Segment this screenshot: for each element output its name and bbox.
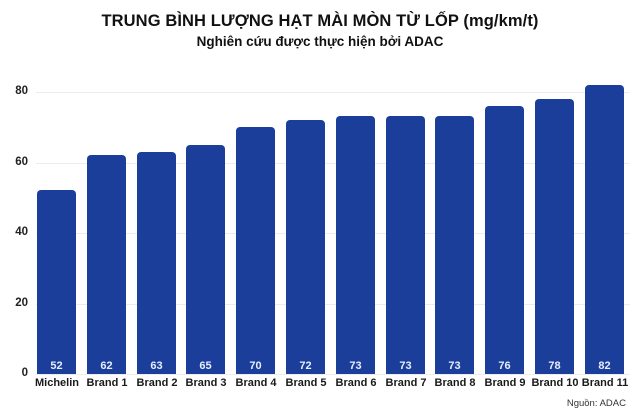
y-tick-label: 20	[15, 297, 28, 309]
x-tick-label: Brand 6	[335, 377, 377, 389]
bar: 73	[435, 116, 474, 374]
gridline-20	[36, 304, 630, 305]
bar: 72	[286, 120, 325, 374]
x-tick-label: Brand 3	[185, 377, 227, 389]
bar-value-label: 70	[249, 360, 262, 372]
bar: 52	[37, 190, 76, 374]
x-tick-label: Brand 1	[86, 377, 128, 389]
bar: 62	[87, 155, 126, 374]
bar-value-label: 63	[150, 360, 163, 372]
y-tick-label: 0	[21, 367, 28, 379]
bar: 76	[485, 106, 524, 374]
bar: 65	[186, 145, 225, 374]
gridline-40	[36, 233, 630, 234]
bar: 63	[137, 152, 176, 374]
chart-subtitle: Nghiên cứu được thực hiện bởi ADAC	[196, 34, 444, 49]
bar-value-label: 76	[498, 360, 511, 372]
bar: 70	[236, 127, 275, 374]
bar: 73	[336, 116, 375, 374]
bar-value-label: 62	[100, 360, 113, 372]
x-tick-label: Brand 4	[235, 377, 277, 389]
bar-value-label: 78	[548, 360, 561, 372]
x-tick-label: Brand 11	[581, 377, 629, 389]
y-tick-label: 40	[15, 226, 28, 238]
bar: 78	[535, 99, 574, 374]
bar-value-label: 72	[299, 360, 312, 372]
y-tick-label: 80	[15, 85, 28, 97]
x-tick-label: Michelin	[34, 377, 79, 389]
x-tick-label: Brand 9	[484, 377, 526, 389]
x-tick-label: Brand 8	[434, 377, 476, 389]
bar: 73	[386, 116, 425, 374]
bar-value-label: 73	[448, 360, 461, 372]
bar-value-label: 52	[50, 360, 63, 372]
x-tick-label: Brand 2	[136, 377, 178, 389]
bar-value-label: 73	[349, 360, 362, 372]
bar-value-label: 73	[399, 360, 412, 372]
x-tick-label: Brand 10	[531, 377, 579, 389]
y-tick-label: 60	[15, 156, 28, 168]
bar-value-label: 82	[598, 360, 611, 372]
source-note: Nguồn: ADAC	[566, 398, 626, 409]
bar-value-label: 65	[199, 360, 212, 372]
x-tick-label: Brand 7	[385, 377, 427, 389]
gridline-80	[36, 92, 630, 93]
gridline-60	[36, 163, 630, 164]
x-tick-label: Brand 5	[285, 377, 327, 389]
chart-title: TRUNG BÌNH LƯỢNG HẠT MÀI MÒN TỪ LỐP (mg/…	[101, 12, 539, 30]
gridline-0	[36, 374, 630, 375]
bar: 82	[585, 85, 624, 374]
